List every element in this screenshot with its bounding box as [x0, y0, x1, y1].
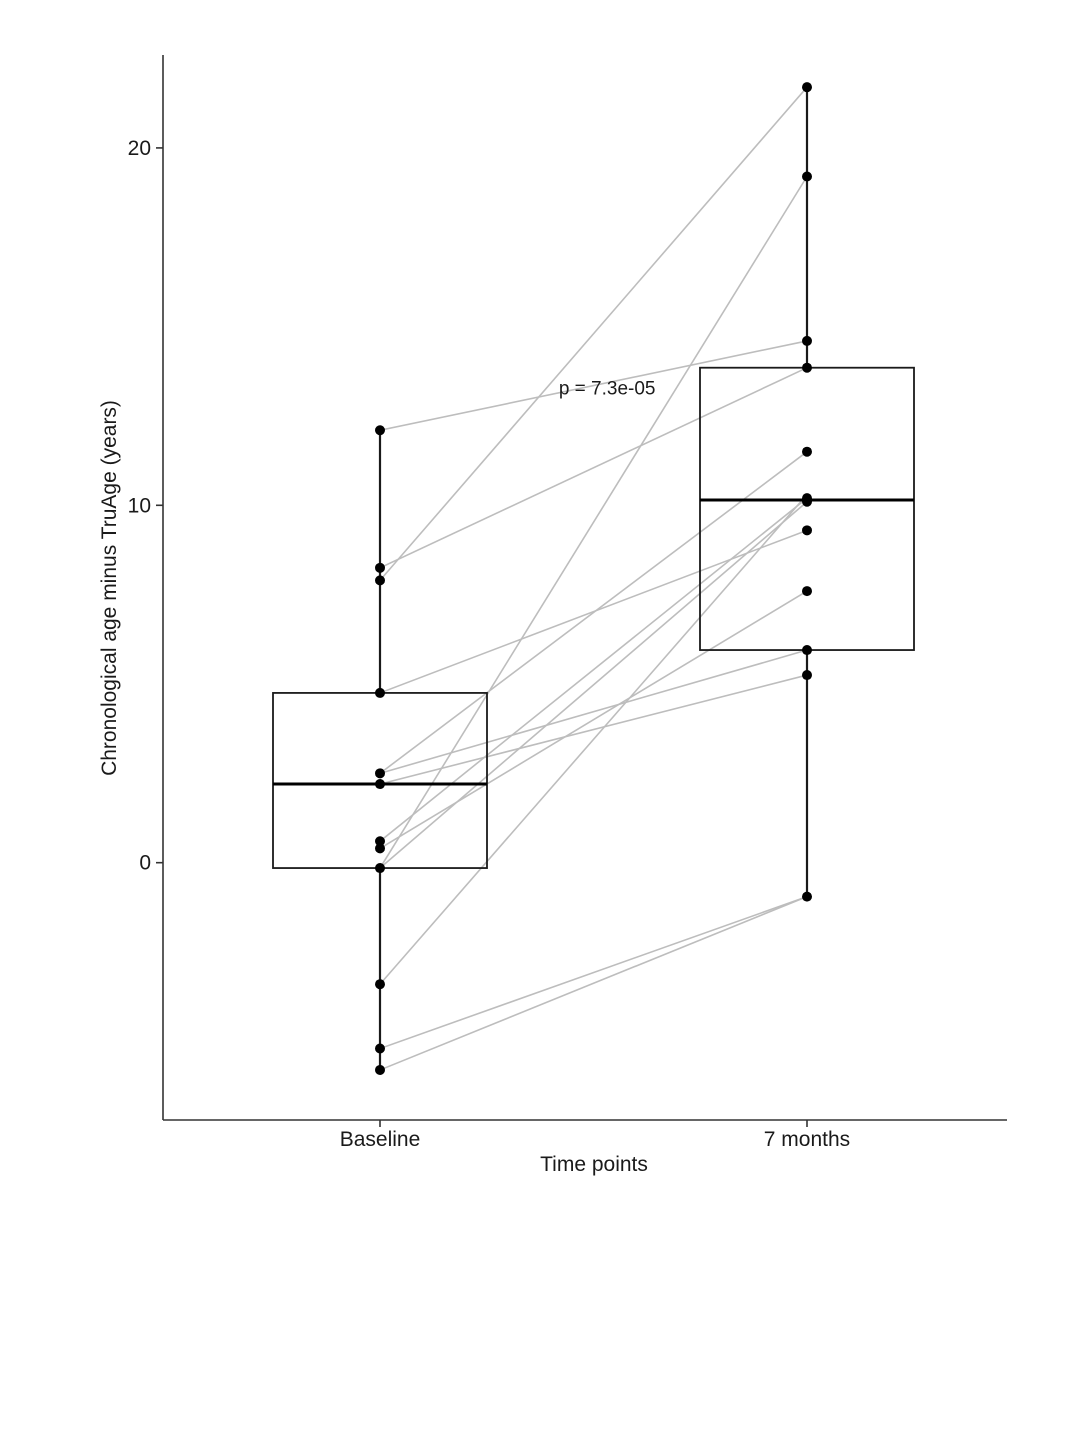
- pair-line-6: [379, 451, 808, 774]
- p-value-annotation: p = 7.3e-05: [559, 378, 656, 399]
- data-points: [375, 82, 812, 1075]
- point-baseline-9: [375, 863, 385, 874]
- point-7-months-7: [802, 496, 812, 507]
- point-baseline-1: [375, 425, 385, 436]
- point-7-months-4: [802, 362, 812, 373]
- pair-line-11: [379, 176, 808, 869]
- point-7-months-3: [802, 335, 812, 346]
- point-baseline-7: [375, 836, 385, 847]
- pair-line-13: [379, 895, 808, 1050]
- pair-line-10: [379, 501, 808, 869]
- tick-labels: 0 10 20 Baseline 7 months: [128, 137, 851, 1151]
- pair-line-12: [379, 494, 808, 985]
- axes: [156, 55, 1007, 1127]
- point-baseline-8: [375, 843, 385, 854]
- watermark: 豆包AI生成: [907, 1379, 1046, 1411]
- y-tick-label-20: 20: [128, 137, 151, 160]
- point-baseline-12: [375, 1064, 385, 1075]
- pair-lines: [379, 86, 808, 1071]
- point-7-months-5: [802, 446, 812, 457]
- point-7-months-8: [802, 525, 812, 536]
- x-axis-title: Time points: [540, 1153, 648, 1176]
- y-axis-title: Chronological age minus TruAge (years): [98, 400, 121, 776]
- point-baseline-4: [375, 687, 385, 698]
- pair-line-8: [379, 497, 808, 842]
- point-baseline-11: [375, 1043, 385, 1054]
- point-baseline-3: [375, 575, 385, 586]
- x-tick-label-baseline: Baseline: [340, 1128, 421, 1151]
- point-7-months-12: [802, 891, 812, 902]
- y-tick-label-10: 10: [128, 494, 151, 517]
- boxes: [272, 87, 915, 1070]
- point-7-months-2: [802, 171, 812, 182]
- pair-line-9: [379, 590, 808, 850]
- y-tick-label-0: 0: [139, 852, 151, 875]
- point-baseline-10: [375, 979, 385, 990]
- pair-line-1: [379, 340, 808, 432]
- x-tick-label-7-months: 7 months: [764, 1128, 850, 1151]
- pair-line-14: [379, 895, 808, 1071]
- point-baseline-6: [375, 779, 385, 790]
- pair-line-7: [379, 674, 808, 785]
- pair-line-3: [379, 86, 808, 581]
- point-7-months-11: [802, 670, 812, 681]
- point-7-months-10: [802, 645, 812, 656]
- point-baseline-2: [375, 562, 385, 573]
- point-7-months-1: [802, 82, 812, 93]
- point-7-months-9: [802, 586, 812, 597]
- point-baseline-5: [375, 768, 385, 779]
- pair-line-2: [379, 366, 808, 569]
